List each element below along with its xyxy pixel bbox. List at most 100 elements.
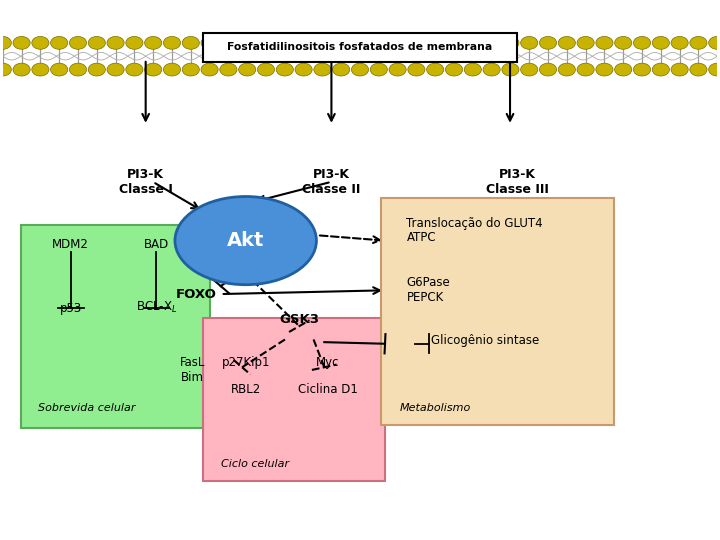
Circle shape	[408, 36, 425, 49]
Circle shape	[13, 36, 30, 49]
Circle shape	[370, 63, 387, 76]
Circle shape	[464, 63, 482, 76]
Circle shape	[107, 36, 124, 49]
Circle shape	[220, 36, 237, 49]
Circle shape	[238, 63, 256, 76]
Circle shape	[351, 63, 369, 76]
Circle shape	[615, 63, 631, 76]
Text: Metabolismo: Metabolismo	[400, 403, 471, 413]
Circle shape	[464, 36, 482, 49]
Circle shape	[389, 63, 406, 76]
Text: ATPC: ATPC	[406, 231, 436, 244]
Circle shape	[408, 63, 425, 76]
Text: p27Kip1: p27Kip1	[222, 356, 270, 369]
Circle shape	[615, 36, 631, 49]
Text: BCL-X$_L$: BCL-X$_L$	[135, 300, 177, 315]
Text: GSK3: GSK3	[279, 313, 319, 326]
Circle shape	[201, 36, 218, 49]
FancyBboxPatch shape	[21, 225, 210, 428]
Circle shape	[145, 63, 162, 76]
Circle shape	[201, 63, 218, 76]
Circle shape	[163, 63, 181, 76]
Ellipse shape	[175, 197, 316, 285]
Circle shape	[13, 63, 30, 76]
Circle shape	[596, 63, 613, 76]
Circle shape	[276, 36, 293, 49]
Circle shape	[483, 36, 500, 49]
Circle shape	[126, 36, 143, 49]
Circle shape	[314, 36, 331, 49]
Text: RBL2: RBL2	[230, 383, 261, 396]
Circle shape	[333, 36, 350, 49]
Circle shape	[558, 63, 575, 76]
Circle shape	[502, 36, 519, 49]
Circle shape	[50, 63, 68, 76]
Circle shape	[0, 63, 12, 76]
Circle shape	[671, 63, 688, 76]
Circle shape	[634, 63, 651, 76]
Circle shape	[182, 36, 199, 49]
Circle shape	[577, 63, 594, 76]
Text: MDM2: MDM2	[53, 238, 89, 251]
FancyBboxPatch shape	[203, 318, 385, 481]
Circle shape	[446, 63, 462, 76]
Circle shape	[596, 36, 613, 49]
Circle shape	[389, 36, 406, 49]
Text: Sobrevida celular: Sobrevida celular	[38, 403, 136, 413]
Circle shape	[89, 36, 105, 49]
Text: BAD: BAD	[144, 238, 169, 251]
Text: Myc: Myc	[316, 356, 340, 369]
Circle shape	[558, 36, 575, 49]
Circle shape	[258, 63, 274, 76]
Circle shape	[652, 36, 670, 49]
Circle shape	[427, 36, 444, 49]
Text: Ciclo celular: Ciclo celular	[221, 459, 289, 469]
Text: FasL
Bim: FasL Bim	[179, 355, 204, 383]
Circle shape	[276, 63, 293, 76]
Circle shape	[32, 63, 49, 76]
Circle shape	[126, 63, 143, 76]
Circle shape	[671, 36, 688, 49]
Circle shape	[577, 36, 594, 49]
Circle shape	[690, 36, 707, 49]
Circle shape	[708, 63, 720, 76]
Circle shape	[182, 63, 199, 76]
Circle shape	[483, 63, 500, 76]
Circle shape	[220, 63, 237, 76]
Circle shape	[333, 63, 350, 76]
Circle shape	[32, 36, 49, 49]
Text: Fosfatidilinositois fosfatados de membrana: Fosfatidilinositois fosfatados de membra…	[228, 42, 492, 52]
Circle shape	[50, 36, 68, 49]
Circle shape	[351, 36, 369, 49]
Circle shape	[295, 63, 312, 76]
Circle shape	[69, 36, 86, 49]
FancyBboxPatch shape	[382, 198, 613, 425]
Text: PI3-K
Classe II: PI3-K Classe II	[302, 168, 361, 197]
Circle shape	[69, 63, 86, 76]
Circle shape	[0, 36, 12, 49]
Circle shape	[521, 63, 538, 76]
Circle shape	[446, 36, 462, 49]
Text: FOXO: FOXO	[176, 287, 217, 301]
Circle shape	[258, 36, 274, 49]
Circle shape	[539, 63, 557, 76]
Circle shape	[145, 36, 162, 49]
Text: Glicogênio sintase: Glicogênio sintase	[431, 334, 540, 348]
Text: Ciclina D1: Ciclina D1	[298, 383, 358, 396]
Circle shape	[107, 63, 124, 76]
Circle shape	[314, 63, 331, 76]
Text: Akt: Akt	[227, 231, 264, 250]
Circle shape	[502, 63, 519, 76]
Circle shape	[652, 63, 670, 76]
Circle shape	[708, 36, 720, 49]
Circle shape	[690, 63, 707, 76]
Text: PI3-K
Classe III: PI3-K Classe III	[486, 168, 549, 197]
Circle shape	[634, 36, 651, 49]
Text: p53: p53	[60, 302, 82, 315]
Circle shape	[295, 36, 312, 49]
Text: Translocação do GLUT4: Translocação do GLUT4	[406, 217, 543, 230]
Circle shape	[521, 36, 538, 49]
Circle shape	[238, 36, 256, 49]
Text: PI3-K
Classe I: PI3-K Classe I	[119, 168, 173, 197]
Text: G6Pase: G6Pase	[406, 276, 450, 289]
